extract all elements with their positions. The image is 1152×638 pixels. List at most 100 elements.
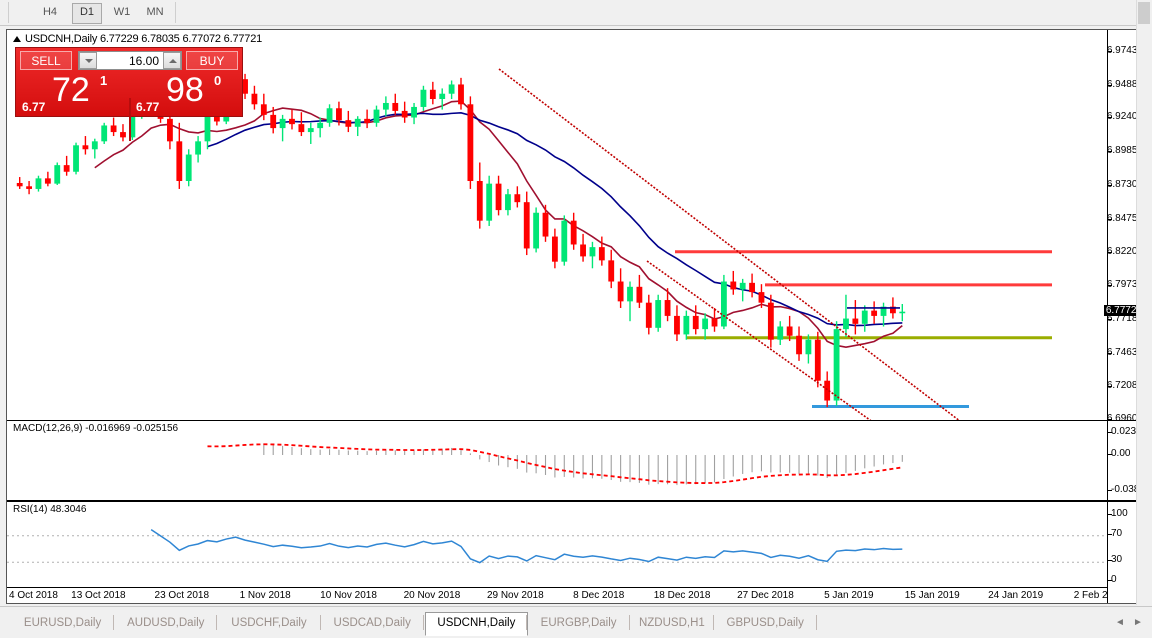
volume-input[interactable]: 16.00 [78, 51, 182, 70]
macd-axis-tick: 0.00 [1111, 448, 1131, 460]
chart-tab-eurusd[interactable]: EURUSD,Daily [23, 617, 102, 629]
timeframe-w1[interactable]: W1 [113, 6, 131, 18]
chart-title-text: USDCNH,Daily 6.77229 6.78035 6.77072 6.7… [25, 33, 263, 45]
tab-separator [629, 615, 631, 630]
price-chart-canvas [16, 68, 1052, 420]
macd-label: MACD(12,26,9) -0.016969 -0.025156 [13, 423, 179, 434]
sell-price-prefix: 6.77 [22, 100, 46, 114]
macd-axis-tick-mark [1108, 432, 1112, 433]
date-axis-tick: 13 Oct 2018 [71, 590, 126, 601]
tabs-scroll-right-button[interactable]: ► [1133, 617, 1143, 628]
one-click-top-row: SELL 16.00 BUY [16, 48, 242, 73]
price-axis-tick: 6.74630 [1106, 346, 1143, 358]
rsi-canvas [7, 529, 1107, 564]
chart-tab-audusd[interactable]: AUDUSD,Daily [127, 617, 205, 629]
quote-row: 6.77 72 1 6.77 98 0 [16, 73, 242, 141]
tab-separator [422, 615, 424, 630]
date-axis-tick: 5 Jan 2019 [824, 590, 874, 601]
sell-price-main: 72 [52, 73, 90, 109]
axis-divider-rsi [1108, 500, 1146, 502]
date-axis-tick: 10 Nov 2018 [320, 590, 377, 601]
price-axis-tick-mark [1108, 151, 1112, 153]
date-axis-tick: 24 Jan 2019 [988, 590, 1044, 601]
rsi-label: RSI(14) 48.3046 [13, 504, 87, 515]
chart-window[interactable]: USDCNH,Daily 6.77229 6.78035 6.77072 6.7… [6, 29, 1152, 604]
price-axis-tick-mark [1108, 184, 1112, 186]
date-axis-tick: 29 Nov 2018 [486, 590, 544, 601]
tabs-scroll-left-button[interactable]: ◄ [1115, 617, 1125, 628]
price-axis-tick-mark [1108, 117, 1112, 119]
sell-quote[interactable]: 6.77 72 1 [18, 73, 128, 116]
sell-button[interactable]: SELL [20, 51, 72, 70]
chart-tab-usdchf[interactable]: USDCHF,Daily [231, 617, 307, 629]
buy-quote[interactable]: 6.77 98 0 [132, 73, 242, 116]
scrollbar-thumb[interactable] [1138, 2, 1150, 24]
date-axis-tick: 8 Dec 2018 [573, 590, 625, 601]
chart-tab-nzdusd[interactable]: NZDUSD,H1 [638, 617, 705, 629]
vertical-scrollbar[interactable] [1136, 0, 1152, 605]
price-axis-tick: 6.69605 [1106, 413, 1143, 424]
chart-tab-eurgbp[interactable]: EURGBP,Daily [540, 617, 617, 629]
rsi-pane[interactable]: RSI(14) 48.3046 [7, 500, 1107, 587]
chart-tab-usdcad[interactable]: USDCAD,Daily [333, 617, 411, 629]
price-axis-tick-mark [1108, 51, 1112, 52]
chart-tabs-bar: ◄ ► EURUSD,Daily AUDUSD,Daily USDCHF,Daily… [0, 606, 1152, 638]
chart-title: USDCNH,Daily 6.77229 6.78035 6.77072 6.7… [13, 33, 262, 45]
timeframe-h4[interactable]: H4 [42, 6, 58, 18]
price-axis-tick-mark [1108, 318, 1112, 320]
rsi-axis-tick: 30 [1111, 554, 1123, 566]
date-axis-tick: 2 Feb 2019 [1073, 590, 1125, 601]
buy-button[interactable]: BUY [186, 51, 238, 70]
one-click-trading-panel[interactable]: SELL 16.00 BUY 6.77 72 1 [15, 47, 243, 141]
toolbar-separator-right [175, 2, 176, 23]
quote-divider [129, 98, 131, 141]
price-pane[interactable]: USDCNH,Daily 6.77229 6.78035 6.77072 6.7… [7, 30, 1107, 420]
chart-tab-gbpusd[interactable]: GBPUSD,Daily [726, 617, 804, 629]
macd-canvas [207, 443, 903, 486]
rsi-axis-tick: 0 [1111, 574, 1117, 585]
price-axis-tick: 6.94880 [1106, 78, 1143, 90]
price-axis-tick-mark [1108, 252, 1112, 254]
price-axis-tick: 6.77180 [1106, 312, 1143, 324]
chart-tab-usdcnh[interactable]: USDCNH,Daily [424, 612, 528, 636]
macd-pane[interactable]: MACD(12,26,9) -0.016969 -0.025156 [7, 420, 1107, 500]
buy-price-main: 98 [166, 73, 204, 109]
sell-price-fraction: 1 [100, 73, 108, 88]
tab-separator [526, 615, 527, 630]
date-axis: 4 Oct 2018 13 Oct 2018 23 Oct 2018 1 Nov 20… [7, 587, 1124, 603]
rsi-axis-tick: 100 [1111, 508, 1128, 519]
volume-value: 16.00 [128, 54, 159, 68]
rsi-axis-tick-mark [1108, 580, 1112, 581]
chevron-up-icon [169, 59, 177, 63]
macd-axis-tick: -0.038466 [1111, 484, 1152, 495]
rsi-axis-tick-mark [1108, 560, 1112, 562]
axis-divider-macd [1108, 420, 1146, 421]
rsi-axis-tick-mark [1108, 514, 1112, 515]
date-axis-tick: 4 Oct 2018 [9, 590, 58, 601]
date-axis-tick: 18 Dec 2018 [653, 590, 711, 601]
left-rail [0, 29, 6, 604]
volume-increment-button[interactable] [163, 52, 181, 69]
tab-separator [815, 615, 817, 630]
date-axis-tick: 23 Oct 2018 [154, 590, 210, 601]
price-axis-tick: 6.87305 [1106, 178, 1143, 190]
date-axis-tick: 20 Nov 2018 [403, 590, 461, 601]
price-axis-tick: 6.97430 [1106, 45, 1143, 56]
price-axis-tick: 6.84755 [1106, 212, 1143, 224]
price-axis-tick-mark [1108, 84, 1112, 86]
date-axis-tick: 27 Dec 2018 [737, 590, 794, 601]
macd-axis-tick-mark [1108, 490, 1112, 491]
tab-separator [216, 615, 218, 630]
timeframe-d1[interactable]: D1 [72, 3, 102, 24]
timeframe-mn[interactable]: MN [146, 6, 164, 18]
tab-separator [712, 615, 714, 630]
tab-separator [113, 615, 115, 630]
volume-decrement-button[interactable] [79, 52, 97, 69]
macd-axis-tick: 0.023534 [1111, 426, 1152, 437]
price-axis-tick-mark [1108, 386, 1112, 388]
collapse-triangle-icon[interactable] [13, 36, 21, 43]
price-axis-tick-mark [1108, 218, 1112, 220]
current-price-label: 6.77721 [1103, 304, 1144, 316]
date-axis-tick: 1 Nov 2018 [239, 590, 291, 601]
price-axis-tick: 6.79730 [1106, 279, 1143, 291]
